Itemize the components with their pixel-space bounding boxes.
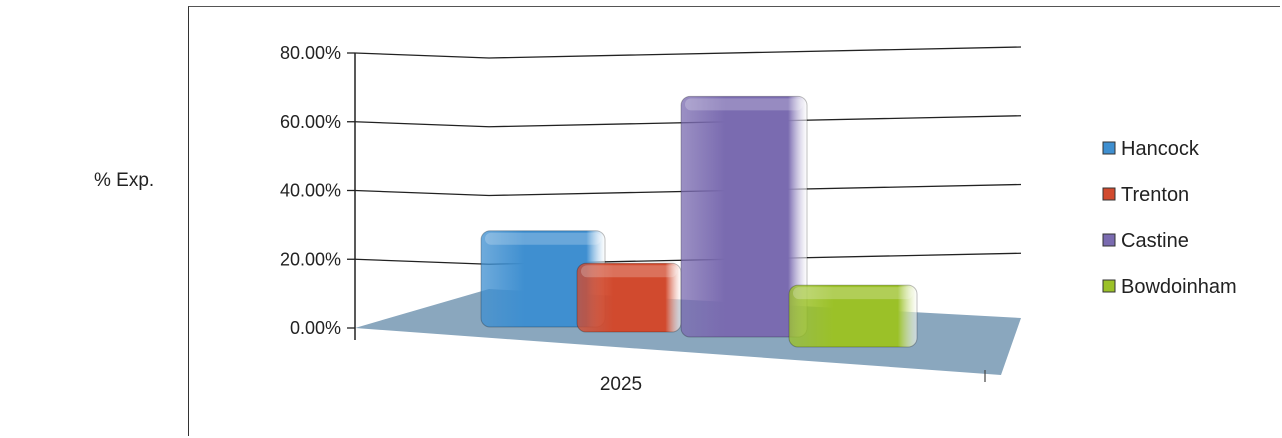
y-tick-label: 20.00% (280, 249, 341, 269)
legend-item-bowdoinham: Bowdoinham (1102, 276, 1237, 298)
bars (480, 95, 918, 348)
y-tick-label: 80.00% (280, 43, 341, 63)
legend-swatch (1102, 187, 1116, 201)
bar-bowdoinham (788, 284, 918, 348)
legend-label: Trenton (1121, 184, 1189, 206)
legend-label: Bowdoinham (1121, 276, 1237, 298)
bar-trenton (576, 262, 682, 333)
chart-area: 0.00% 20.00% 40.00% 60.00% 80.00% 2025 Hanco… (188, 6, 1280, 436)
legend-swatch (1102, 233, 1116, 247)
legend-label: Castine (1121, 230, 1189, 252)
bar-chart: 0.00% 20.00% 40.00% 60.00% 80.00% 2025 Hanco… (280, 43, 1237, 395)
gridline (354, 183, 1022, 197)
gridline (354, 115, 1022, 128)
y-axis: 0.00% 20.00% 40.00% 60.00% 80.00% (280, 43, 356, 340)
x-category-label: 2025 (600, 374, 642, 395)
legend-swatch (1102, 141, 1116, 155)
y-axis-title: % Exp. (94, 170, 155, 191)
legend-label: Hancock (1121, 138, 1200, 160)
gridline (354, 46, 1022, 59)
x-axis: 2025 (600, 370, 986, 395)
legend-swatch (1102, 279, 1116, 293)
legend-item-trenton: Trenton (1102, 184, 1189, 206)
legend: Hancock Trenton Castine Bowdoinham (1102, 138, 1237, 298)
bar-castine (680, 95, 808, 338)
legend-item-castine: Castine (1102, 230, 1189, 252)
y-tick-label: 40.00% (280, 181, 341, 201)
legend-item-hancock: Hancock (1102, 138, 1200, 160)
y-tick-label: 0.00% (290, 318, 341, 338)
y-tick-label: 60.00% (280, 112, 341, 132)
